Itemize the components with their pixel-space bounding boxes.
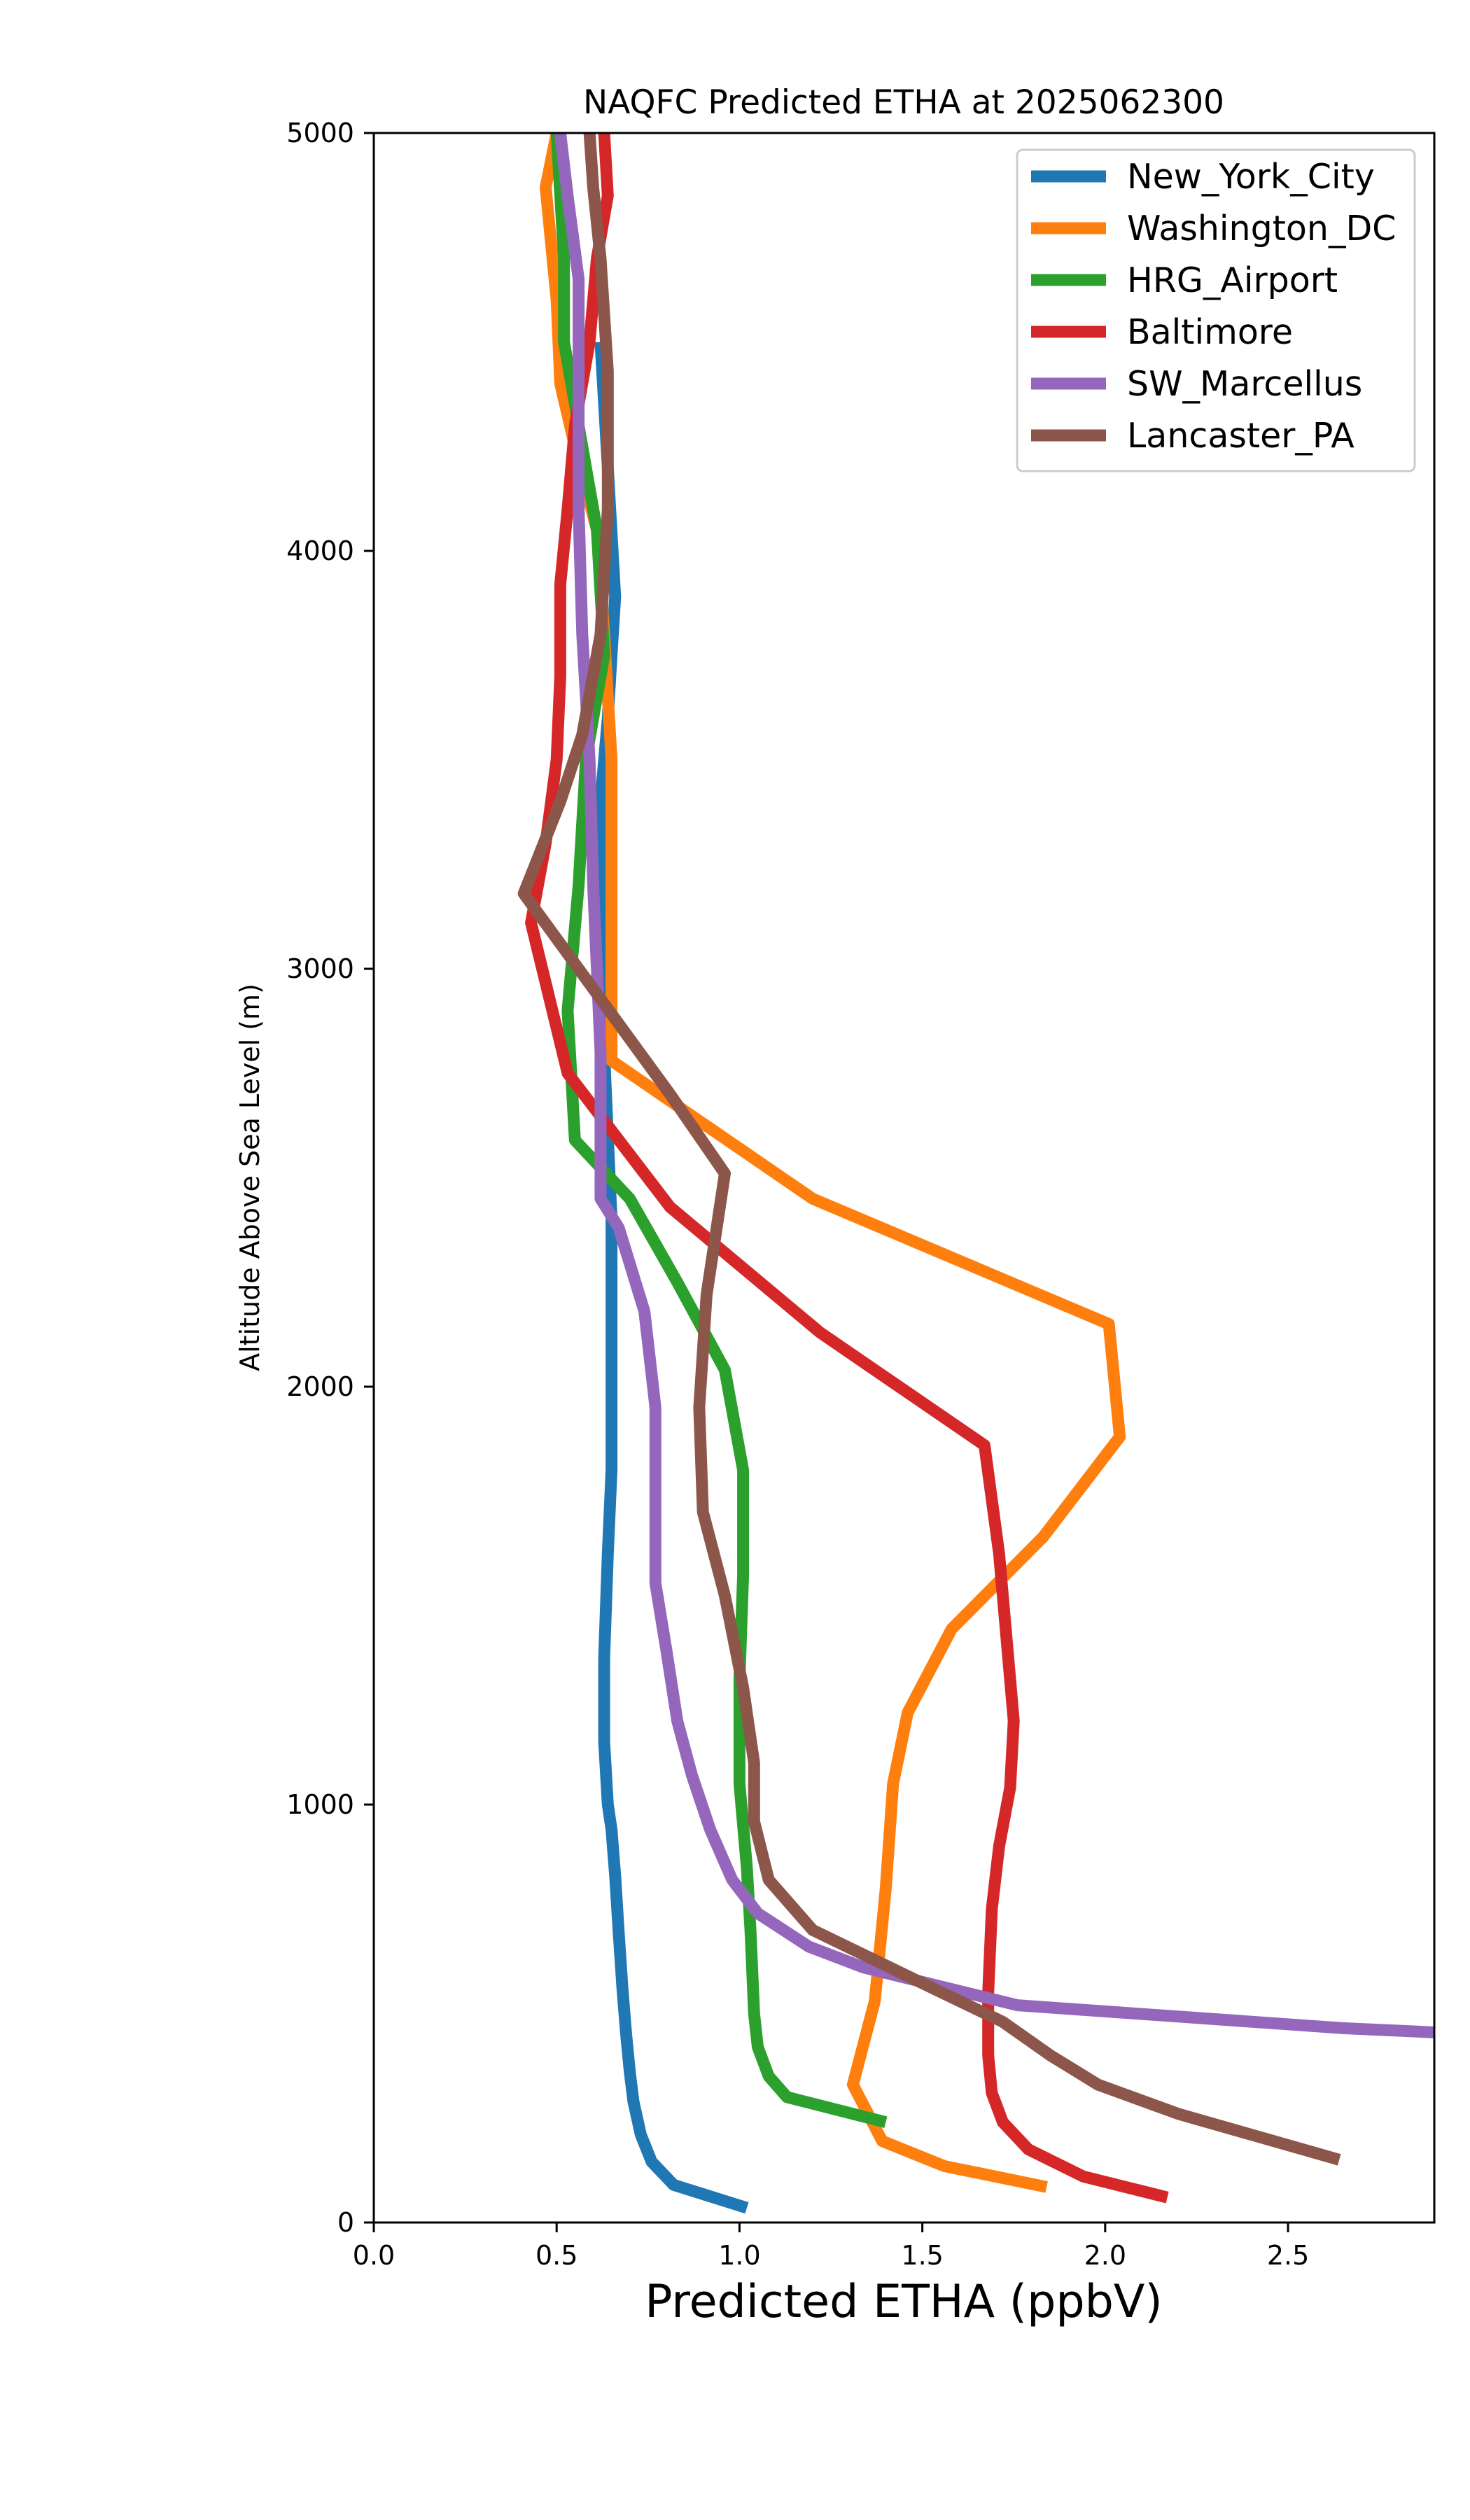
legend-label-new-york-city: New_York_City <box>1127 157 1375 197</box>
legend-label-hrg-airport: HRG_Airport <box>1127 260 1338 300</box>
y-tick-label: 3000 <box>286 953 354 984</box>
series-layer <box>517 133 1434 2214</box>
legend-label-baltimore: Baltimore <box>1127 312 1293 352</box>
series-line-baltimore <box>525 133 1169 2204</box>
x-axis-label: Predicted ETHA (ppbV) <box>645 2276 1163 2328</box>
legend-label-sw-marcellus: SW_Marcellus <box>1127 364 1362 404</box>
y-tick-label: 1000 <box>286 1789 354 1820</box>
x-tick-label: 0.5 <box>536 2240 578 2271</box>
y-tick-label: 5000 <box>286 118 354 148</box>
x-tick-label: 1.0 <box>718 2240 760 2271</box>
plot-frame <box>372 132 1436 2224</box>
x-tick-label: 2.5 <box>1267 2240 1309 2271</box>
y-axis-label: Altitude Above Sea Level (m) <box>234 983 265 1371</box>
legend-label-washington-dc: Washington_DC <box>1127 209 1396 248</box>
x-tick-label: 1.5 <box>901 2240 943 2271</box>
series-line-lancaster-pa <box>517 133 1341 2166</box>
legend-label-lancaster-pa: Lancaster_PA <box>1127 416 1354 456</box>
y-tick-label: 4000 <box>286 536 354 566</box>
y-axis: 0 1000 2000 3000 4000 5000 <box>286 118 374 2238</box>
legend-box <box>1016 148 1416 472</box>
series-line-sw-marcellus <box>554 133 1434 2038</box>
y-tick-label: 2000 <box>286 1371 354 1402</box>
series-line-new-york-city <box>594 342 749 2214</box>
x-tick-label: 0.0 <box>353 2240 395 2271</box>
x-axis: 0.0 0.5 1.0 1.5 2.0 2.5 <box>353 2222 1309 2271</box>
legend: New_York_City Washington_DC HRG_Airport Bal… <box>1016 148 1416 472</box>
x-tick-label: 2.0 <box>1084 2240 1126 2271</box>
y-tick-label: 0 <box>337 2207 354 2238</box>
chart-title: NAQFC Predicted ETHA at 2025062300 <box>583 83 1224 122</box>
